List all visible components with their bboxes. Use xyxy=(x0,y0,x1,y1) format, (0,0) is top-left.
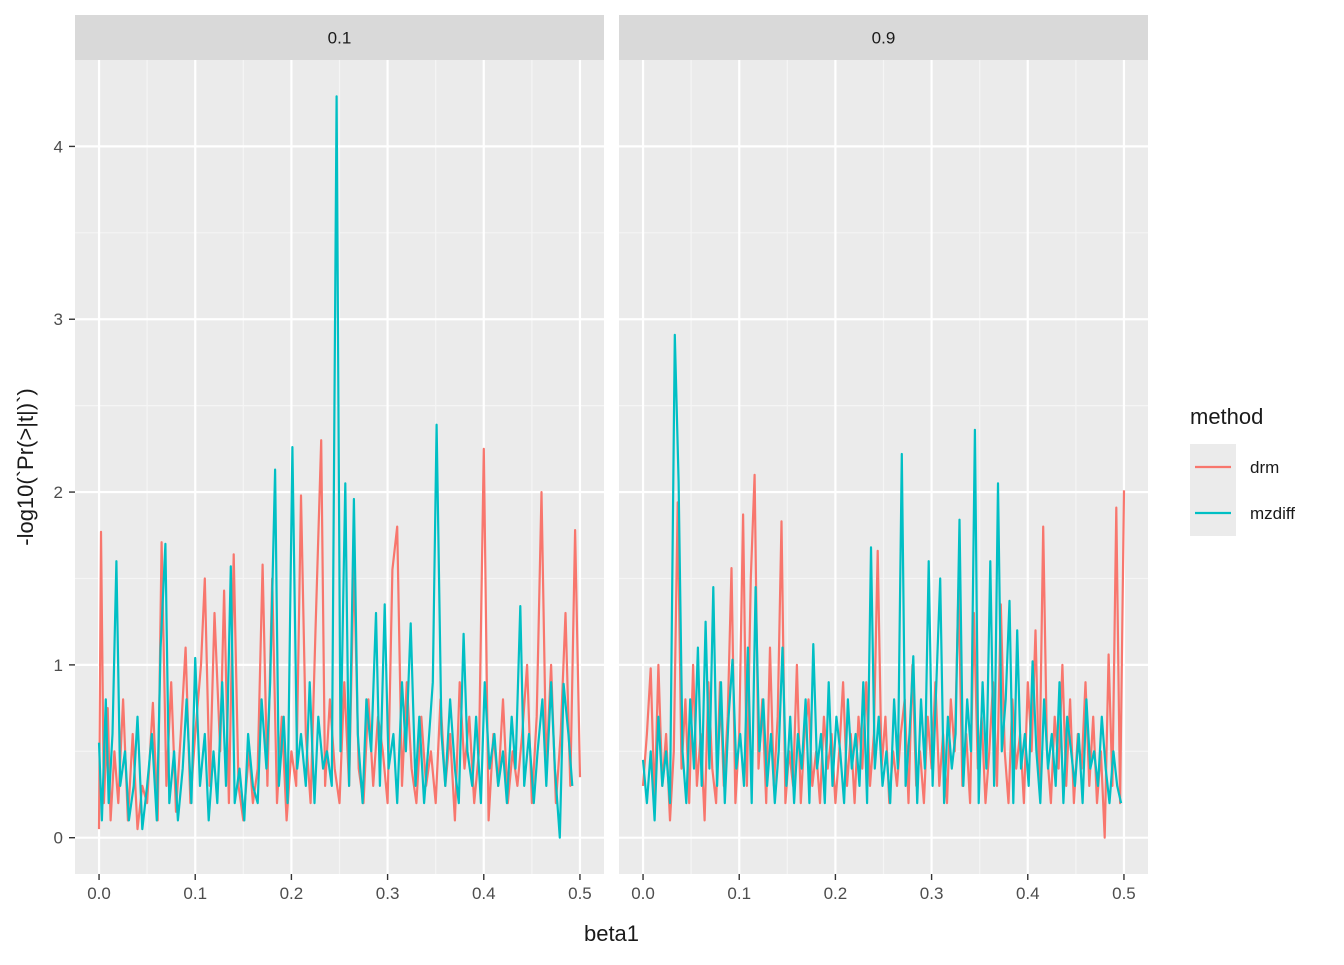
facet-strip-label: 0.9 xyxy=(872,29,896,48)
facet-strip xyxy=(75,15,604,60)
x-tick-label: 0.1 xyxy=(183,884,207,903)
series-line-mzdiff xyxy=(641,333,1123,822)
y-tick-label: 2 xyxy=(54,483,63,502)
series-line-mzdiff xyxy=(97,95,574,839)
y-tick-label: 0 xyxy=(54,829,63,848)
y-tick-label: 4 xyxy=(54,137,63,156)
x-axis-title: beta1 xyxy=(584,921,639,946)
legend-title: method xyxy=(1190,404,1263,429)
facet-strip xyxy=(619,15,1148,60)
x-tick-label: 0.4 xyxy=(1016,884,1040,903)
legend-label: mzdiff xyxy=(1250,504,1295,523)
x-tick-label: 0.3 xyxy=(920,884,944,903)
x-tick-label: 0.0 xyxy=(631,884,655,903)
legend: method drm mzdiff xyxy=(1190,404,1295,536)
y-tick-label: 1 xyxy=(54,656,63,675)
facet-strip-label: 0.1 xyxy=(328,29,352,48)
facet-panel-1: 0.9 0.0 0.1 0.2 0.3 0.4 0.5 xyxy=(619,15,1148,903)
x-tick-label: 0.0 xyxy=(87,884,111,903)
x-tick-label: 0.5 xyxy=(568,884,592,903)
x-tick-label: 0.5 xyxy=(1112,884,1136,903)
y-tick-label: 3 xyxy=(54,310,63,329)
x-tick-label: 0.2 xyxy=(280,884,304,903)
facet-panel-0: 0.1 0.0 0.1 0.2 0.3 0.4 0.5 xyxy=(75,15,604,903)
x-tick-label: 0.2 xyxy=(824,884,848,903)
y-axis-title: -log10(`Pr(>|t|)`) xyxy=(13,388,38,546)
x-tick-label: 0.3 xyxy=(376,884,400,903)
x-tick-label: 0.1 xyxy=(727,884,751,903)
x-tick-label: 0.4 xyxy=(472,884,496,903)
legend-label: drm xyxy=(1250,458,1279,477)
